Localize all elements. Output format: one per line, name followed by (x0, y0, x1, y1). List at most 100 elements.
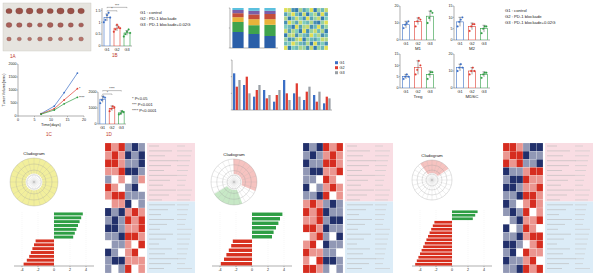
y-tick (399, 76, 400, 77)
annotation-line (347, 165, 369, 166)
error-bar (417, 61, 420, 75)
heatmap-cell (291, 25, 295, 29)
heatmap-cell (330, 184, 337, 192)
heatmap-cell (503, 200, 510, 208)
heatmap-cell (310, 224, 317, 232)
heatmap-cell (291, 12, 295, 16)
bar-segment (264, 25, 275, 36)
annotation-line (347, 258, 376, 259)
annotation-line (575, 170, 586, 171)
heatmap-cell (105, 151, 112, 159)
point (460, 19, 462, 21)
heatmap-cell (510, 151, 517, 159)
cladogram-branch (427, 180, 432, 199)
plot-area (402, 10, 433, 40)
x-axis-title: Time(days) (41, 122, 62, 127)
heatmap-cell (288, 29, 292, 33)
heatmap-cell (516, 151, 523, 159)
heatmap-cell (310, 232, 317, 240)
point (406, 74, 408, 76)
plot-area (232, 8, 275, 48)
error-bar (429, 11, 432, 21)
cladogram-branch (234, 182, 250, 198)
annotation-line (177, 253, 187, 254)
heatmap-cell (284, 16, 288, 20)
heatmap-cell (105, 184, 112, 192)
annotation-line (149, 244, 159, 245)
group-legend: G2 : PD-1 blockade (140, 16, 177, 21)
annotation-line (575, 268, 590, 269)
point (129, 32, 131, 34)
heatmap-cell (303, 249, 310, 257)
heatmap-cell (291, 46, 295, 50)
annotation-band (345, 202, 393, 274)
y-tick (229, 8, 230, 9)
point (458, 67, 460, 69)
group-legend: G1 : control (505, 8, 527, 13)
plot-area (221, 213, 283, 266)
annotation-band (345, 143, 393, 202)
annotation-line (575, 214, 585, 215)
heatmap-cell (288, 42, 292, 46)
annotation-line (177, 146, 185, 147)
plot-area (456, 63, 487, 88)
heatmap-cell (125, 192, 132, 200)
y-tick-label: 0 (396, 38, 398, 42)
y-tick (231, 76, 232, 77)
annotation-line (547, 229, 558, 230)
heatmap-cell (310, 159, 317, 167)
heatmap-cell (330, 143, 337, 151)
bar (32, 247, 54, 250)
bar (238, 80, 240, 110)
heatmap-cell (112, 241, 119, 249)
y-tick (229, 48, 230, 49)
heatmap-cell (336, 249, 343, 257)
heatmap-cell (138, 151, 145, 159)
heatmap-cell (302, 21, 306, 25)
annotation-line (375, 258, 384, 259)
heatmap-cell (330, 249, 337, 257)
point (428, 74, 430, 76)
y-tick (453, 54, 454, 55)
heatmap-cell (510, 257, 517, 265)
error-bar (405, 74, 408, 79)
tumor-image (28, 37, 32, 40)
heatmap-cell (316, 159, 323, 167)
tumor-image (48, 37, 52, 41)
annotation-line (149, 229, 160, 230)
annotation-line (547, 258, 576, 259)
bar (252, 213, 282, 216)
cladogram-branch (234, 162, 246, 182)
heatmap-cell (336, 167, 343, 175)
heatmap-cell (324, 42, 328, 46)
heatmap-cell (112, 216, 119, 224)
heatmap-cell (313, 21, 317, 25)
y-tick-label: 20 (448, 52, 452, 56)
heatmap-cell (313, 29, 317, 33)
point (105, 19, 107, 21)
heatmap-cell (132, 184, 139, 192)
x-tick-label: G2 (114, 48, 119, 52)
heatmap-cell (510, 184, 517, 192)
heatmap-cell (291, 8, 295, 12)
line (41, 73, 77, 114)
heatmap-cell (321, 8, 325, 12)
heatmap-cell (112, 167, 119, 175)
bar (231, 244, 252, 247)
heatmap-cell (303, 200, 310, 208)
heatmap-cell (503, 167, 510, 175)
point (404, 24, 406, 26)
cladogram-branch (432, 161, 437, 180)
x-tick-label: -4 (218, 268, 221, 272)
marker (40, 113, 42, 115)
cladogram-branch (211, 182, 234, 183)
heatmap-cell (310, 37, 314, 41)
panel-title: Treg (414, 94, 423, 99)
heatmap-cell (125, 249, 132, 257)
bar (229, 249, 252, 252)
annotation-line (575, 248, 586, 249)
significance-label: * (79, 87, 81, 91)
heatmap-cell (330, 151, 337, 159)
heatmap-cell (536, 224, 543, 232)
cladogram-branch (432, 180, 446, 194)
